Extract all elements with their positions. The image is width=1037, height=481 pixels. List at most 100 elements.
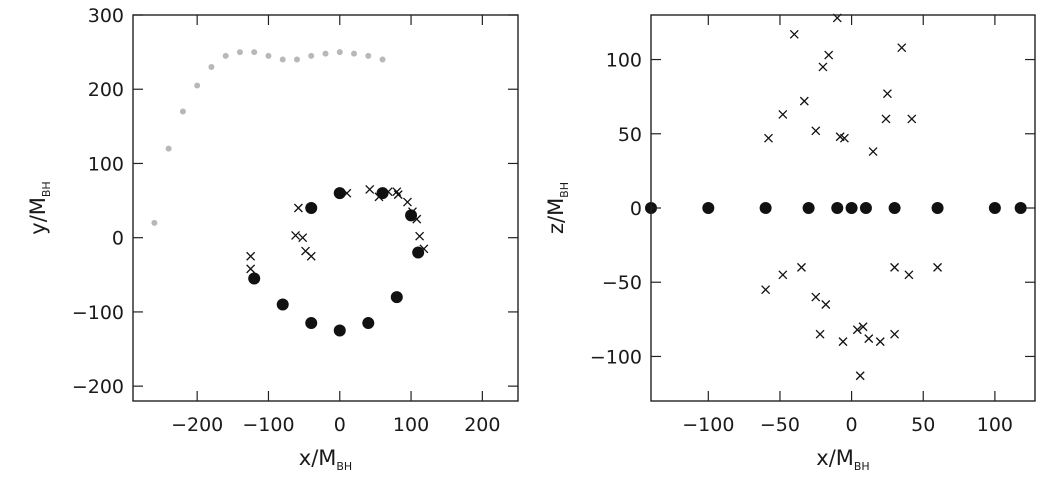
x-tick-label: −100 bbox=[242, 414, 294, 436]
x-marker-point bbox=[852, 325, 862, 335]
dense-point bbox=[248, 272, 261, 285]
dense-point bbox=[1014, 202, 1027, 214]
dense-point bbox=[802, 202, 815, 214]
x-marker-point bbox=[933, 262, 943, 272]
y-tick-label: 100 bbox=[606, 50, 642, 72]
x-marker-point bbox=[778, 270, 788, 280]
x-marker-point bbox=[403, 197, 412, 207]
diffuse-point bbox=[322, 50, 329, 57]
x-marker-point bbox=[864, 334, 874, 344]
y-tick-label: −50 bbox=[602, 272, 642, 294]
dense-point bbox=[333, 187, 346, 200]
y-axis-label: y/MBH bbox=[26, 181, 53, 234]
dense-point bbox=[931, 202, 944, 214]
x-marker-point bbox=[291, 231, 301, 240]
x-marker-point bbox=[815, 329, 825, 339]
x-marker-point bbox=[298, 233, 308, 243]
y-tick-label: 0 bbox=[112, 228, 124, 250]
y-tick-label: −100 bbox=[72, 302, 124, 324]
dense-point bbox=[276, 298, 289, 311]
x-marker-point bbox=[246, 251, 256, 261]
diffuse-point bbox=[208, 63, 215, 70]
diffuse-point bbox=[279, 56, 286, 63]
y-tick-label: 50 bbox=[618, 124, 642, 146]
x-tick-label: 200 bbox=[464, 414, 500, 436]
scatter-marks bbox=[151, 49, 429, 337]
y-tick-label: −100 bbox=[590, 346, 642, 368]
x-marker-point bbox=[882, 89, 892, 99]
x-marker-point bbox=[890, 262, 900, 272]
dense-point bbox=[845, 202, 858, 214]
x-marker-point bbox=[778, 110, 788, 119]
dense-point bbox=[305, 317, 318, 330]
x-tick-label: 0 bbox=[334, 414, 346, 436]
x-marker-point bbox=[393, 190, 403, 200]
diffuse-point bbox=[165, 145, 172, 152]
x-marker-point bbox=[761, 285, 771, 295]
axis-ticks bbox=[133, 14, 518, 401]
plot-frame bbox=[132, 14, 519, 402]
x-marker-point bbox=[811, 292, 821, 302]
dense-point bbox=[859, 202, 872, 214]
x-marker-point bbox=[904, 270, 914, 280]
x-marker-point bbox=[412, 214, 422, 224]
y-tick-label: −200 bbox=[72, 376, 124, 398]
diffuse-point bbox=[336, 49, 343, 56]
y-tick-label: 100 bbox=[88, 153, 124, 175]
diffuse-point bbox=[151, 219, 158, 226]
diffuse-point bbox=[236, 49, 243, 56]
x-tick-label: −100 bbox=[682, 414, 734, 436]
dense-point bbox=[405, 209, 418, 222]
tick-labels: −100 −50 0 50 100 −100 −50 0 50 100 bbox=[590, 50, 1013, 436]
x-marker-point bbox=[392, 187, 402, 197]
x-marker-point bbox=[855, 371, 865, 381]
x-marker-point bbox=[306, 251, 316, 261]
diffuse-point bbox=[265, 52, 272, 59]
diffuse-point bbox=[365, 52, 372, 59]
tick-labels: −200 −100 0 100 200 −200 −100 0 100 200 300 bbox=[72, 5, 501, 436]
x-marker-point bbox=[764, 133, 773, 143]
axis-ticks bbox=[651, 15, 1035, 401]
y-tick-label: 0 bbox=[630, 198, 642, 220]
y-tick-label: 300 bbox=[88, 5, 124, 27]
x-marker-point bbox=[408, 207, 417, 217]
diffuse-point bbox=[222, 52, 229, 59]
diffuse-point bbox=[194, 82, 201, 89]
x-tick-label: −50 bbox=[760, 414, 800, 436]
x-marker-point bbox=[419, 244, 429, 254]
x-tick-label: 100 bbox=[977, 414, 1013, 436]
x-marker-point bbox=[365, 184, 375, 194]
x-tick-label: 0 bbox=[846, 414, 858, 436]
x-tick-label: 100 bbox=[393, 414, 429, 436]
x-marker-point bbox=[342, 188, 352, 198]
diffuse-point bbox=[251, 49, 258, 56]
x-marker-point bbox=[868, 147, 878, 157]
x-marker-point bbox=[838, 337, 848, 347]
x-marker-point bbox=[907, 114, 917, 124]
panel-right-xz: −100 −50 0 50 100 −100 −50 0 50 100 x/MBH z/MBH bbox=[544, 13, 1036, 473]
x-marker-point bbox=[835, 132, 845, 142]
x-marker-point bbox=[881, 114, 891, 124]
x-tick-label: 50 bbox=[911, 414, 935, 436]
x-marker-point bbox=[818, 62, 828, 72]
x-marker-point bbox=[858, 322, 868, 332]
x-marker-point bbox=[383, 187, 393, 197]
diffuse-point bbox=[293, 56, 300, 63]
x-tick-label: −200 bbox=[171, 414, 223, 436]
x-marker-point bbox=[875, 337, 885, 347]
dense-point bbox=[412, 246, 425, 259]
dense-point bbox=[988, 202, 1001, 214]
dense-point bbox=[333, 324, 346, 337]
x-axis-label: x/MBH bbox=[816, 446, 869, 473]
dense-point bbox=[305, 202, 318, 214]
y-tick-label: 200 bbox=[88, 79, 124, 101]
dense-point bbox=[362, 317, 375, 330]
x-marker-point bbox=[799, 96, 809, 106]
diffuse-point bbox=[308, 52, 315, 59]
dense-point bbox=[390, 291, 403, 304]
scatter-marks bbox=[645, 13, 1027, 381]
dense-point bbox=[702, 202, 715, 214]
x-marker-point bbox=[824, 50, 834, 60]
dense-point bbox=[759, 202, 772, 214]
